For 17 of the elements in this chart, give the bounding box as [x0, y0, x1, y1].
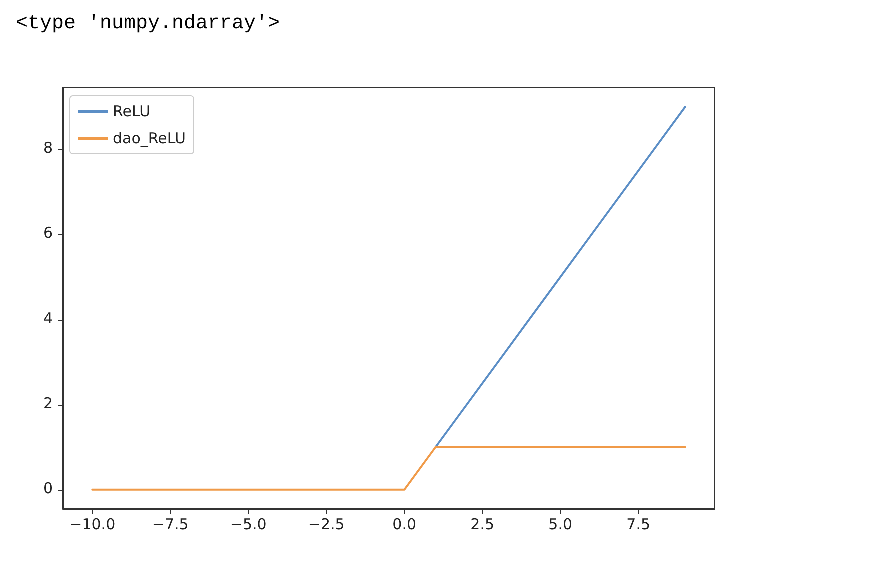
- x-tick-label: −7.5: [152, 516, 189, 534]
- line-series: [434, 106, 686, 448]
- y-tick-label: 8: [43, 139, 53, 158]
- y-tick-label: 4: [43, 309, 53, 328]
- x-tick-label: −2.5: [308, 516, 345, 534]
- y-tick-label: 2: [43, 394, 53, 412]
- legend-label: dao_ReLU: [113, 130, 186, 148]
- y-tick-label: 6: [43, 224, 53, 242]
- y-tick-label: 0: [43, 479, 53, 498]
- x-tick-label: −5.0: [230, 516, 267, 534]
- x-tick-label: 5.0: [548, 516, 573, 534]
- text: <type 'numpy.ndarray'>: [16, 12, 280, 36]
- legend-label: ReLU: [113, 102, 151, 120]
- x-tick-label: 7.5: [626, 516, 650, 534]
- x-tick-label: 2.5: [470, 516, 495, 534]
- x-tick-label: 0.0: [392, 516, 417, 534]
- x-tick-label: −10.0: [70, 516, 116, 534]
